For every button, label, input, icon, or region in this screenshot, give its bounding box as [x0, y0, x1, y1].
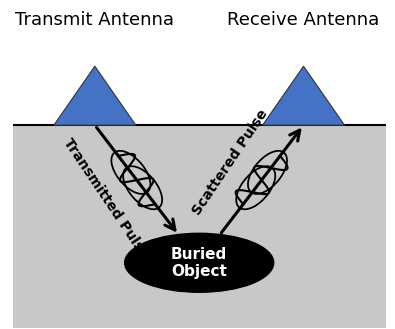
- Polygon shape: [54, 66, 136, 125]
- Text: Transmit Antenna: Transmit Antenna: [15, 11, 174, 29]
- Text: Transmitted Pulse: Transmitted Pulse: [60, 136, 151, 261]
- Text: Receive Antenna: Receive Antenna: [228, 11, 380, 29]
- Bar: [13, 125, 386, 328]
- Polygon shape: [263, 66, 344, 125]
- Text: Buried
Object: Buried Object: [171, 246, 227, 279]
- Text: Scattered Pulse: Scattered Pulse: [190, 106, 271, 217]
- Ellipse shape: [125, 233, 274, 292]
